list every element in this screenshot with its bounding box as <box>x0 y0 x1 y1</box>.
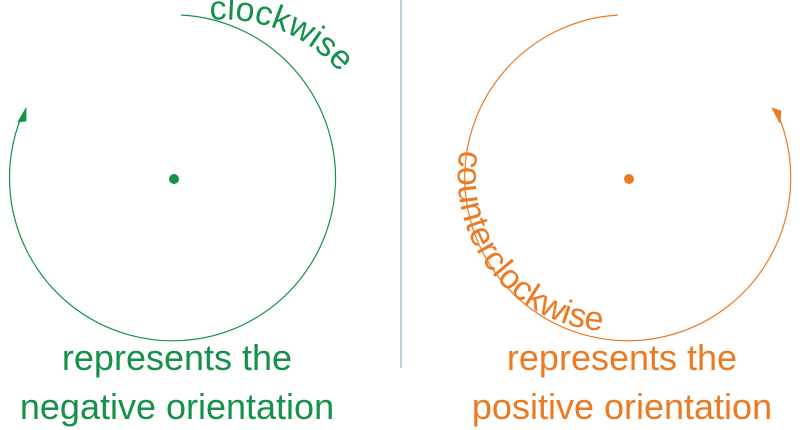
caption-line1: represents the <box>507 337 737 378</box>
right-panel: counterclockwise represents the positive… <box>450 14 792 427</box>
arc-label-text: counterclockwise <box>450 149 606 339</box>
left-panel: clockwise represents the negative orient… <box>8 0 362 427</box>
caption-line2: negative orientation <box>20 386 334 427</box>
center-dot <box>624 174 634 184</box>
counterclockwise-arc <box>464 14 792 342</box>
center-dot <box>169 174 179 184</box>
arrowhead-icon <box>771 107 782 124</box>
arc-label-clockwise: clockwise <box>209 0 362 78</box>
arc-label-text: clockwise <box>209 0 362 78</box>
arrowhead-icon <box>17 107 27 123</box>
caption-line1: represents the <box>62 337 292 378</box>
clockwise-arc <box>8 14 337 342</box>
arc-label-counterclockwise: counterclockwise <box>450 149 606 339</box>
caption-line2: positive orientation <box>472 386 772 427</box>
